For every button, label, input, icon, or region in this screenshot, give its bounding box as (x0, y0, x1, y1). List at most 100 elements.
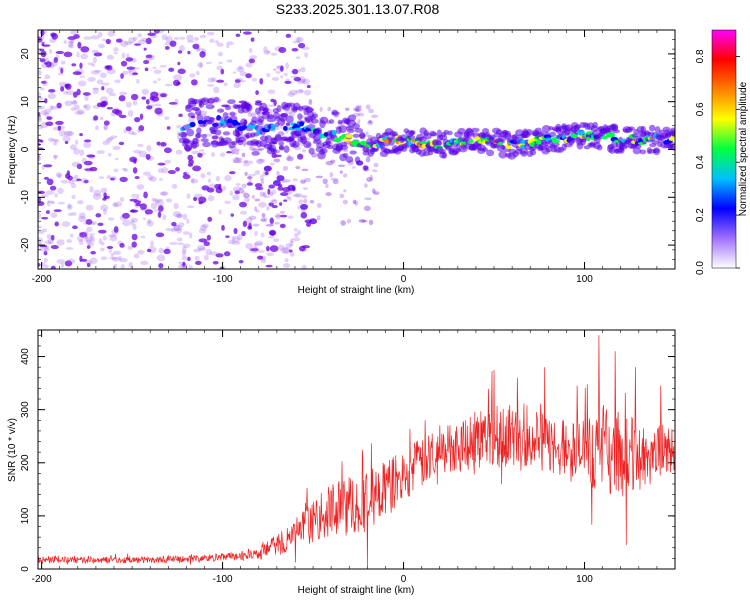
spectrogram-ridge-halo (628, 126, 635, 131)
spectrogram-ridge-halo (303, 140, 312, 149)
spectrogram-ridge-core (551, 139, 560, 144)
spectrogram-y-tick-label: 20 (20, 48, 31, 60)
spectrogram-noise-blob (236, 157, 243, 162)
spectrogram-noise-blob (241, 183, 247, 189)
spectrogram-noise-blob (50, 265, 56, 269)
spectrogram-noise-blob (145, 99, 150, 105)
spectrogram-noise-blob (119, 72, 125, 77)
spectrogram-ridge-halo (435, 140, 443, 146)
spectrogram-noise-blob (172, 211, 182, 218)
spectrogram-ridge-halo (216, 108, 225, 113)
spectrogram-ridge-halo (227, 99, 236, 105)
spectrogram-noise-blob (57, 173, 62, 179)
spectrogram-noise-blob (118, 258, 128, 263)
spectrogram-ridge-halo (347, 114, 357, 122)
spectrogram-noise-blob (367, 120, 374, 126)
spectrogram-noise-blob (301, 195, 308, 198)
spectrogram-noise-blob (266, 50, 270, 54)
spectrogram-noise-blob (97, 222, 104, 226)
spectrogram-x-tick-label: -200 (32, 274, 52, 285)
spectrogram-ridge-halo (407, 134, 416, 141)
spectrogram-noise-blob (66, 170, 70, 176)
spectrogram-noise-blob (47, 92, 56, 100)
spectrogram-noise-blob (96, 79, 104, 85)
spectrogram-noise-blob (121, 167, 128, 171)
spectrogram-noise-blob (373, 162, 379, 168)
spectrogram-noise-blob (181, 255, 188, 261)
spectrogram-y-tick-label: 0 (20, 146, 31, 152)
spectrogram-noise-blob (138, 125, 145, 132)
spectrogram-noise-blob (263, 195, 271, 199)
spectrogram-noise-blob (74, 110, 84, 115)
spectrogram-ridge-halo (340, 141, 348, 148)
spectrogram-ridge-halo (525, 128, 533, 136)
spectrogram-noise-blob (262, 192, 267, 198)
spectrogram-noise-blob (255, 90, 259, 96)
spectrogram-noise-blob (38, 231, 45, 234)
spectrogram-noise-blob (44, 264, 49, 269)
spectrogram-noise-blob (358, 218, 366, 223)
spectrogram-noise-blob (186, 34, 194, 42)
spectrogram-noise-blob (250, 248, 259, 252)
spectrogram-ridge-halo (504, 130, 512, 138)
spectrogram-noise-blob (238, 260, 244, 264)
spectrogram-noise-blob (63, 40, 68, 44)
spectrogram-noise-blob (159, 177, 163, 181)
spectrogram-tail-blob (300, 203, 309, 210)
spectrogram-noise-blob (274, 214, 282, 218)
spectrogram-noise-blob (102, 100, 108, 107)
spectrogram-noise-blob (236, 66, 245, 73)
spectrogram-noise-blob (79, 232, 88, 238)
spectrogram-noise-blob (292, 193, 301, 198)
spectrogram-noise-blob (339, 170, 343, 174)
spectrogram-noise-blob (74, 104, 80, 111)
spectrogram-noise-blob (157, 168, 164, 174)
spectrogram-noise-blob (171, 227, 177, 233)
spectrogram-ridge-halo (285, 115, 294, 124)
spectrogram-noise-blob (182, 174, 191, 180)
spectrogram-noise-blob (368, 119, 372, 124)
spectrogram-ridge-halo (388, 138, 395, 146)
spectrogram-noise-blob (200, 173, 206, 179)
spectrogram-noise-blob (249, 248, 257, 253)
spectrogram-noise-blob (370, 114, 379, 119)
spectrogram-noise-blob (225, 235, 230, 238)
spectrogram-ridge-halo (291, 140, 300, 148)
spectrogram-noise-blob (94, 69, 102, 73)
spectrogram-noise-blob (38, 212, 42, 220)
spectrogram-noise-blob (168, 67, 175, 72)
spectrogram-noise-blob (279, 210, 286, 214)
spectrogram-noise-blob (67, 40, 75, 44)
spectrogram-noise-blob (238, 187, 245, 194)
colorbar-scale (712, 30, 736, 268)
spectrogram-ridge-core (586, 136, 591, 142)
spectrogram-noise-blob (171, 221, 177, 227)
spectrogram-noise-blob (304, 177, 311, 183)
spectrogram-noise-blob (46, 116, 53, 120)
spectrogram-ridge-halo (354, 128, 364, 133)
colorbar-label: Normalized spectral amplitude (738, 81, 749, 216)
spectrogram-noise-blob (322, 178, 328, 185)
spectrogram-noise-blob (102, 197, 107, 201)
spectrogram-ridge-halo (608, 147, 616, 154)
spectrogram-noise-blob (245, 217, 253, 224)
spectrogram-noise-blob (300, 46, 310, 50)
spectrogram-ridge-halo (215, 116, 224, 122)
spectrogram-noise-blob (230, 213, 234, 217)
spectrogram-noise-blob (342, 173, 348, 178)
spectrogram-noise-blob (247, 173, 253, 180)
spectrogram-noise-blob (182, 246, 187, 253)
spectrogram-noise-blob (120, 60, 128, 67)
spectrogram-noise-blob (182, 243, 191, 248)
spectrogram-noise-blob (235, 33, 241, 38)
spectrogram-ridge-halo (430, 132, 438, 137)
spectrogram-ridge-halo (337, 119, 343, 125)
spectrogram-noise-blob (85, 169, 93, 173)
spectrogram-ridge-halo (201, 133, 207, 139)
spectrogram-noise-blob (215, 175, 221, 182)
spectrogram-noise-blob (131, 233, 138, 241)
spectrogram-ridge-halo (634, 143, 642, 149)
spectrogram-noise-blob (301, 168, 309, 172)
spectrogram-noise-blob (84, 236, 93, 243)
spectrogram-noise-blob (98, 43, 105, 49)
